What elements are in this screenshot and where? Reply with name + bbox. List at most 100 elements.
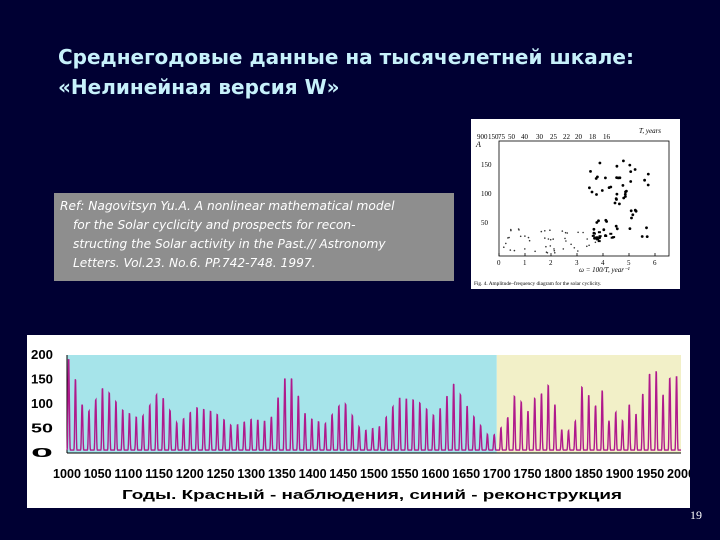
chart-x-tick-label: 1800	[544, 466, 572, 481]
chart-x-tick-label: 1750	[514, 466, 542, 481]
fig-x-tick: 0	[497, 259, 501, 267]
fig-point	[645, 235, 649, 238]
chart-x-tick-label: 1500	[360, 466, 388, 481]
fig-point	[629, 209, 633, 213]
fig-top-tick: 75	[498, 133, 506, 141]
fig-point	[645, 226, 648, 230]
chart-x-tick-label: 1050	[84, 466, 112, 481]
chart-x-tick-label: 1900	[606, 466, 634, 481]
chart-x-tick-label: 1300	[237, 466, 265, 481]
fig-point	[613, 201, 617, 205]
fig-point	[592, 232, 596, 235]
fig-point	[598, 161, 602, 165]
reference-line-2: for the Solar cyclicity and prospects fo…	[73, 218, 356, 232]
chart-x-label: Годы. Красный - наблюдения, синий - реко…	[122, 488, 622, 502]
reference-line-3: structing the Solar activity in the Past…	[73, 237, 386, 251]
fig-point	[513, 249, 516, 252]
fig-point	[614, 224, 618, 228]
fig-point	[607, 186, 611, 189]
fig-point	[633, 208, 637, 212]
fig-point	[546, 252, 549, 254]
fig-point	[554, 252, 556, 254]
fig-y-tick: 100	[481, 190, 492, 198]
chart-y-tick-label: 0	[31, 445, 53, 460]
title-line-2: «Нелинейная версия W»	[58, 75, 340, 99]
chart-x-tick-label: 1250	[207, 466, 235, 481]
fig-point	[616, 176, 620, 180]
fig-point	[624, 195, 627, 198]
fig-point	[614, 197, 618, 201]
fig-point	[562, 248, 565, 250]
fig-point	[524, 235, 526, 237]
slide-title: Среднегодовые данные на тысячелетней шка…	[58, 42, 698, 102]
fig-point	[633, 168, 637, 171]
fig-point	[570, 243, 572, 246]
fig-point	[628, 163, 632, 167]
chart-x-tick-label: 1950	[636, 466, 664, 481]
fig-point	[503, 246, 505, 248]
chart-x-tick-label: 1150	[145, 466, 173, 481]
fig-y-label: A	[475, 140, 481, 149]
fig-point	[566, 232, 569, 234]
fig-top-tick: 40	[521, 133, 529, 141]
fig-point	[553, 249, 556, 252]
fig-point	[549, 245, 552, 247]
chart-y-tick-label: 200	[31, 347, 53, 362]
fig-top-tick: 16	[603, 133, 611, 141]
fig-point	[615, 227, 619, 231]
fig-x-tick: 5	[627, 259, 631, 267]
fig-point	[534, 250, 536, 253]
fig-top-tick: 20	[575, 133, 583, 141]
fig-point	[646, 183, 650, 187]
fig-y-tick: 50	[481, 219, 489, 227]
fig-top-tick: 30	[536, 133, 544, 141]
fig-point	[625, 189, 628, 193]
fig-point	[604, 176, 607, 180]
reference-line-4: Letters. Vol.23. No.6. PP.742-748. 1997.	[73, 256, 316, 270]
amplitude-frequency-diagram: T, years 900 150 75 50 40 30 25 22 20 18 16 A 1501…	[474, 127, 670, 287]
fig-y-tick: 150	[481, 161, 492, 169]
fig-point	[586, 238, 588, 240]
fig-point	[630, 216, 633, 220]
fig-point	[564, 231, 567, 234]
fig-point	[621, 184, 625, 187]
fig-point	[547, 238, 550, 240]
fig-point	[505, 242, 507, 245]
chart-y-tick-label: 100	[31, 396, 53, 411]
fig-point	[549, 229, 551, 231]
fig-point	[591, 234, 595, 237]
fig-top-tick: 900	[477, 133, 488, 141]
fig-x-label: ω = 100/T, year⁻¹	[579, 266, 630, 274]
inset-figure: T, years 900 150 75 50 40 30 25 22 20 18 16 A 150 1…	[471, 119, 680, 289]
fig-point	[589, 170, 592, 173]
fig-point	[540, 230, 543, 233]
fig-point	[622, 159, 625, 163]
chart-x-tick-label: 1700	[483, 466, 511, 481]
fig-point	[592, 227, 596, 231]
fig-point	[598, 235, 602, 238]
fig-point	[552, 238, 554, 240]
fig-top-tick: 25	[550, 133, 558, 141]
fig-point	[507, 237, 509, 239]
fig-point	[609, 232, 613, 235]
chart-x-tick-label: 1200	[176, 466, 204, 481]
fig-point	[582, 231, 584, 234]
fig-point	[640, 235, 644, 238]
fig-point	[597, 240, 601, 243]
fig-point	[615, 164, 619, 168]
fig-point	[544, 237, 546, 239]
fig-top-tick: 50	[508, 133, 516, 141]
fig-point	[588, 244, 590, 247]
fig-point	[602, 228, 606, 232]
fig-x-tick: 2	[549, 259, 553, 267]
fig-point	[549, 238, 552, 241]
chart-x-tick-label: 1600	[421, 466, 449, 481]
fig-point	[610, 236, 614, 239]
fig-x-tick: 1	[523, 259, 527, 267]
fig-point	[528, 239, 531, 242]
fig-point	[577, 250, 579, 252]
fig-top-tick: 150	[488, 133, 499, 141]
fig-point	[564, 237, 566, 240]
fig-point	[553, 248, 555, 250]
fig-point	[600, 189, 604, 192]
